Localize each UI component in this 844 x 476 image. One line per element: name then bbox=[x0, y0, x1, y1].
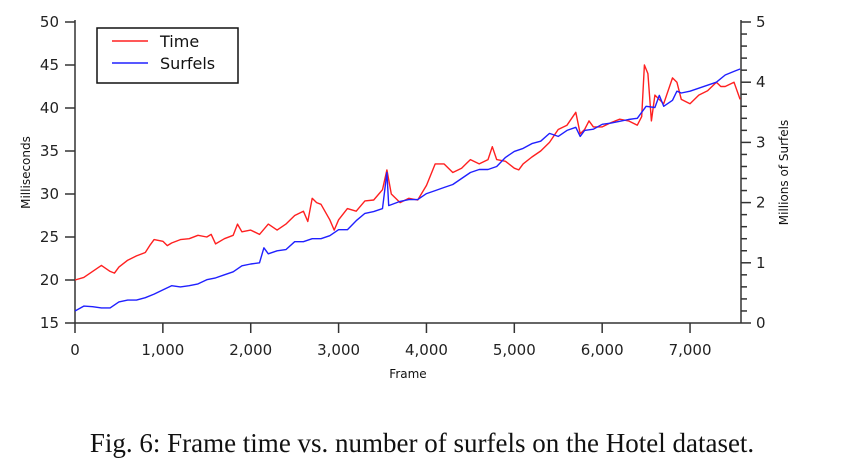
chart: 0 1,000 2,000 3,000 4,000 5,000 6,000 7,0001520… bbox=[19, 13, 791, 381]
legend-label: Time bbox=[159, 32, 199, 51]
y-tick-label: 20 bbox=[40, 271, 59, 289]
legend-box bbox=[96, 27, 239, 84]
y2-tick-label: 5 bbox=[756, 13, 766, 31]
y-axis-label: Milliseconds bbox=[19, 136, 33, 209]
y-tick-label: 15 bbox=[40, 314, 59, 332]
y2-axis-label: Millions of Surfels bbox=[777, 120, 791, 225]
figure-caption: Fig. 6: Frame time vs. number of surfels… bbox=[89, 428, 755, 458]
y2-tick-label: 1 bbox=[756, 254, 766, 272]
x-tick-label: 7,000 bbox=[669, 341, 712, 359]
x-axis-label: Frame bbox=[389, 367, 426, 381]
y-tick-label: 30 bbox=[40, 185, 59, 203]
y2-tick-label: 2 bbox=[756, 194, 766, 212]
y-tick-label: 45 bbox=[40, 56, 59, 74]
y2-tick-label: 4 bbox=[756, 73, 766, 91]
x-tick-label: 1,000 bbox=[141, 341, 184, 359]
x-tick-label: 5,000 bbox=[493, 341, 536, 359]
x-tick-label: 0 bbox=[70, 341, 80, 359]
y-tick-label: 40 bbox=[40, 99, 59, 117]
x-tick-label: 4,000 bbox=[405, 341, 448, 359]
x-tick-label: 3,000 bbox=[317, 341, 360, 359]
x-tick-label: 6,000 bbox=[581, 341, 624, 359]
y-tick-label: 35 bbox=[40, 142, 59, 160]
y-tick-label: 50 bbox=[40, 13, 59, 31]
y2-tick-label: 0 bbox=[756, 314, 766, 332]
series-line-surfels bbox=[74, 68, 741, 312]
x-tick-label: 2,000 bbox=[229, 341, 272, 359]
y-tick-label: 25 bbox=[40, 228, 59, 246]
legend-label: Surfels bbox=[160, 54, 215, 73]
y2-tick-label: 3 bbox=[756, 133, 766, 151]
series-line-time bbox=[74, 64, 741, 281]
